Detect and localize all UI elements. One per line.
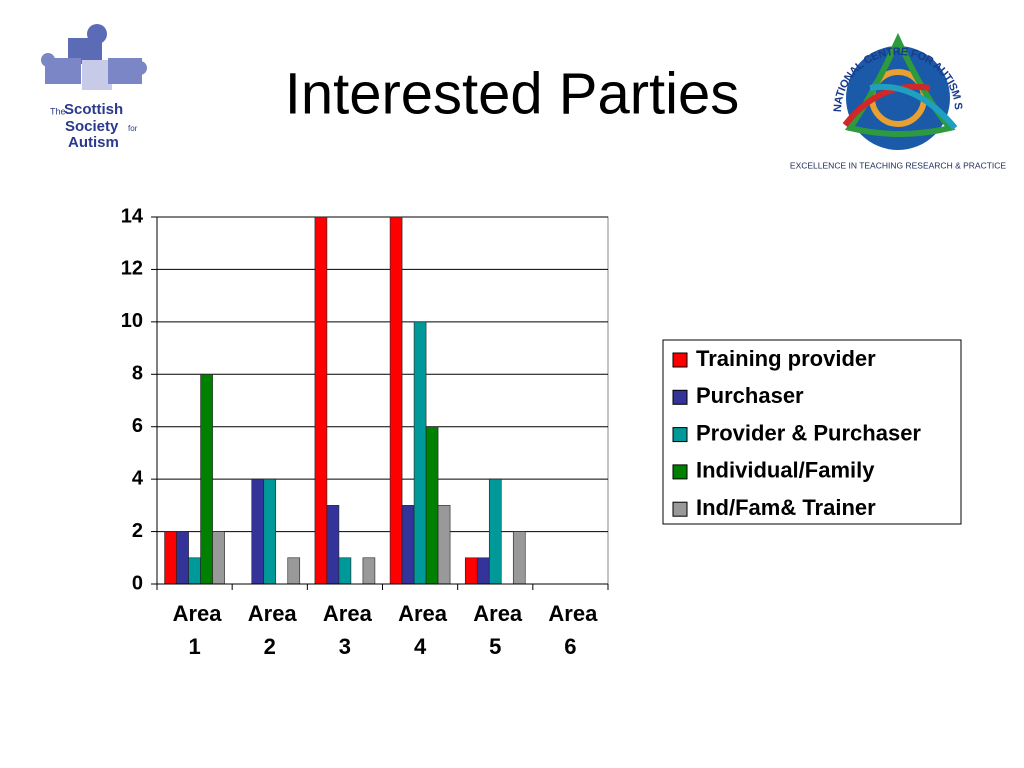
legend-swatch <box>672 389 688 405</box>
logo-text: The <box>50 106 66 116</box>
x-tick-label: Area 3 <box>322 601 372 659</box>
bar <box>488 478 502 585</box>
y-tick-label: 0 <box>132 572 143 594</box>
x-tick-label: Area 4 <box>398 601 447 659</box>
x-tick-label: Area 6 <box>548 601 598 659</box>
bar <box>362 557 376 585</box>
bar <box>314 216 328 585</box>
legend-label: Purchaser <box>696 383 804 408</box>
y-tick-label: 12 <box>121 258 143 280</box>
logo-text: for <box>128 124 138 133</box>
y-tick-label: 2 <box>132 520 143 542</box>
y-tick-label: 8 <box>132 363 143 385</box>
bar <box>512 531 526 585</box>
bar <box>401 505 415 585</box>
legend-swatch <box>672 464 688 480</box>
slide-title: Interested Parties <box>285 61 740 126</box>
y-tick-label: 4 <box>132 467 144 489</box>
y-tick-label: 6 <box>132 415 143 437</box>
legend-label: Provider & Purchaser <box>696 420 921 445</box>
legend-label: Ind/Fam& Trainer <box>696 495 876 520</box>
y-tick-label: 10 <box>121 310 143 332</box>
logo-text: Scottish <box>64 101 123 118</box>
bar <box>263 478 277 585</box>
x-tick-label: Area 1 <box>172 601 222 659</box>
plot-area <box>156 216 609 585</box>
bar <box>164 531 177 585</box>
bar <box>389 216 403 585</box>
legend-box <box>662 339 962 525</box>
x-tick-label: Area 5 <box>473 601 523 659</box>
legend-label: Training provider <box>696 346 876 371</box>
bar <box>437 505 451 585</box>
bar <box>176 531 189 585</box>
legend-swatch <box>672 427 688 443</box>
logo-text: Autism <box>68 134 119 151</box>
x-tick-label: Area 2 <box>247 601 297 659</box>
bar <box>476 557 490 585</box>
bar <box>212 531 225 585</box>
bar <box>413 321 427 585</box>
logo-left: The Scottish Society for Autism <box>41 24 147 151</box>
bar <box>200 373 213 585</box>
y-tick-label: 14 <box>121 205 144 227</box>
legend-swatch <box>672 352 688 368</box>
bar <box>188 557 201 585</box>
bar <box>338 557 352 585</box>
logo-text: Society <box>65 118 119 135</box>
bar <box>287 557 301 585</box>
bar <box>251 478 265 585</box>
legend-label: Individual/Family <box>696 458 875 483</box>
bar <box>464 557 478 585</box>
bar <box>326 505 340 585</box>
bar <box>425 426 439 585</box>
logo-caption: EXCELLENCE IN TEACHING RESEARCH & PRACTI… <box>790 160 1006 170</box>
legend-swatch <box>672 501 688 517</box>
